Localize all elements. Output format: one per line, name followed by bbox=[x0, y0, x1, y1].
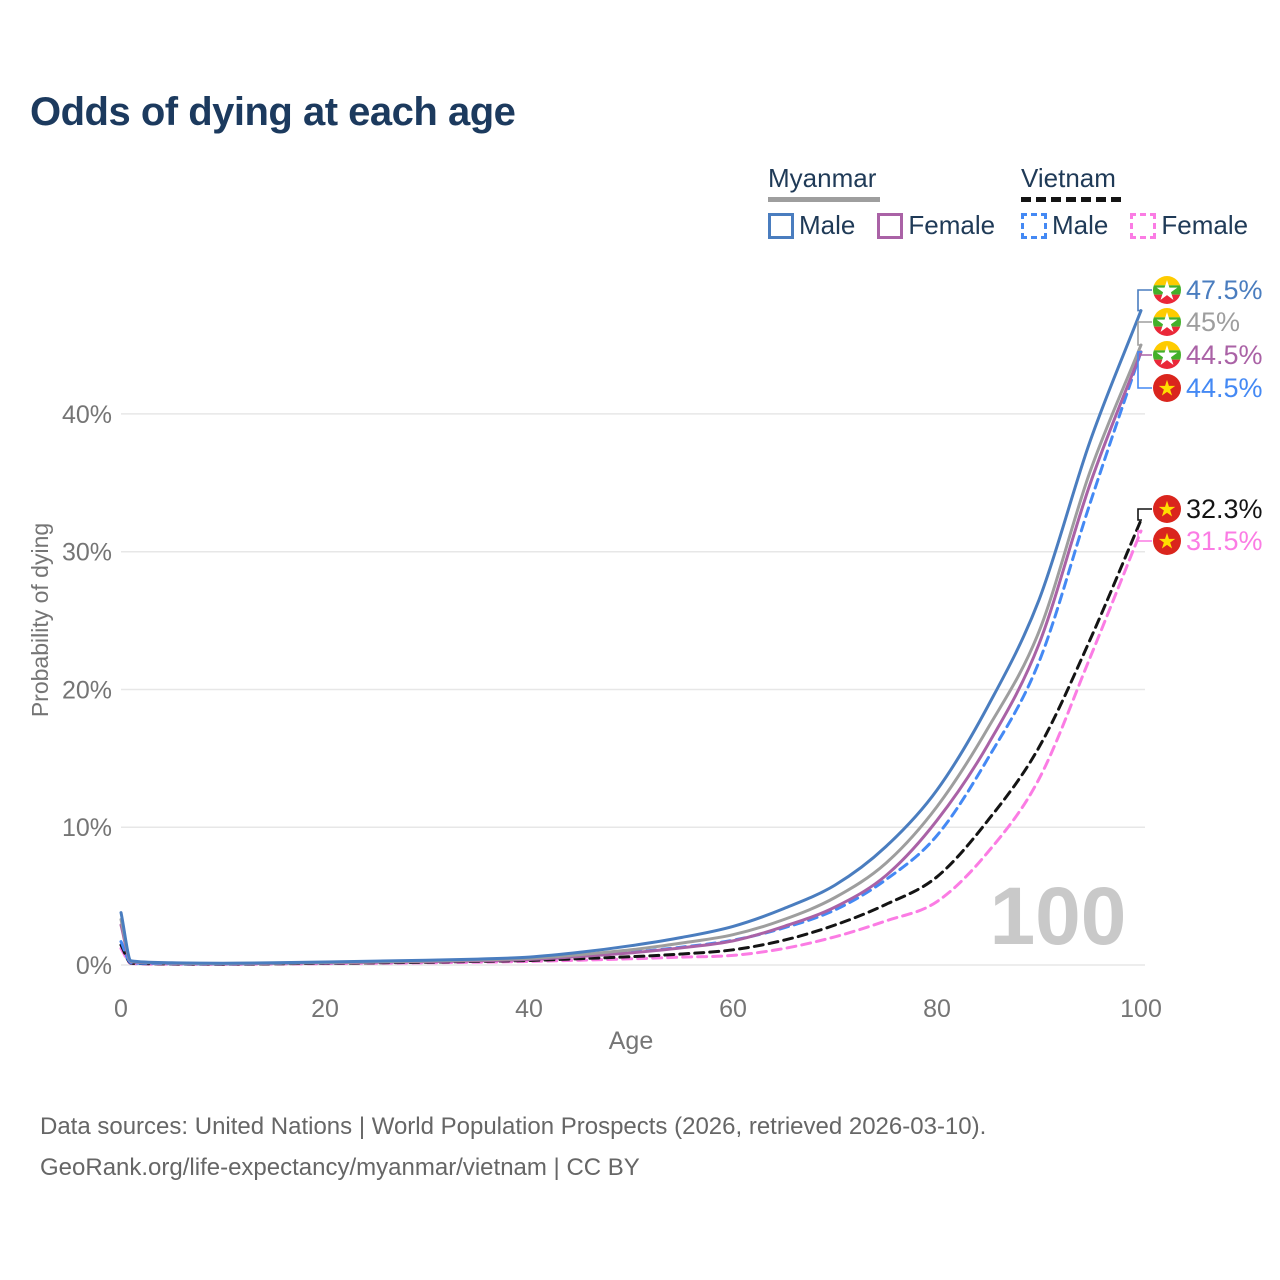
footer-line-2: GeoRank.org/life-expectancy/myanmar/viet… bbox=[40, 1154, 640, 1181]
flag-icon-myanmar bbox=[1153, 308, 1181, 336]
chart-legend: Myanmar Male Female Vietnam Male Female bbox=[0, 0, 1280, 250]
myanmar-male-swatch-icon bbox=[768, 212, 794, 239]
myanmar-female-swatch-icon bbox=[877, 212, 904, 239]
flag-icon-myanmar bbox=[1153, 341, 1181, 369]
x-tick-label: 0 bbox=[114, 995, 128, 1023]
flag-icon-vietnam bbox=[1153, 374, 1181, 402]
x-tick-label: 60 bbox=[719, 995, 747, 1023]
footer-line-1: Data sources: United Nations | World Pop… bbox=[40, 1113, 987, 1140]
legend-country-myanmar[interactable]: Myanmar bbox=[768, 163, 877, 193]
chart-title: Odds of dying at each age bbox=[30, 90, 516, 134]
flag-icon-vietnam bbox=[1153, 527, 1181, 555]
y-tick-label: 40% bbox=[62, 401, 112, 429]
x-tick-label: 80 bbox=[923, 995, 951, 1023]
label-connector-myanmar-combined bbox=[1137, 321, 1152, 346]
series-line-myanmar-male[interactable] bbox=[119, 309, 1143, 965]
data-sources-footer: Data sources: United Nations | World Pop… bbox=[40, 1106, 986, 1188]
x-tick-label: 20 bbox=[311, 995, 339, 1023]
y-tick-label: 0% bbox=[76, 952, 112, 980]
flag-icon-myanmar bbox=[1153, 276, 1181, 304]
hovered-age-watermark: 100 bbox=[990, 871, 1127, 962]
label-connector-vietnam-combined bbox=[1137, 508, 1152, 521]
label-connector-vietnam-female bbox=[1137, 530, 1152, 542]
y-tick-label: 20% bbox=[62, 676, 112, 704]
myanmar-solid-line-icon bbox=[768, 197, 880, 202]
legend-item-myanmar-female[interactable]: Female bbox=[877, 210, 995, 241]
vietnam-dashed-line-icon bbox=[1021, 197, 1121, 202]
legend-group-myanmar: Myanmar Male Female bbox=[768, 163, 995, 241]
legend-country-vietnam[interactable]: Vietnam bbox=[1021, 163, 1116, 193]
end-value-label-vietnam-male: 44.5% bbox=[1186, 373, 1263, 403]
legend-item-vietnam-male[interactable]: Male bbox=[1021, 210, 1108, 241]
end-value-label-myanmar-male: 47.5% bbox=[1186, 275, 1263, 305]
x-tick-label: 40 bbox=[515, 995, 543, 1023]
plot-area[interactable] bbox=[121, 260, 1141, 970]
end-value-label-vietnam-combined: 32.3% bbox=[1186, 494, 1263, 524]
end-value-label-myanmar-combined: 45% bbox=[1186, 307, 1240, 337]
legend-item-myanmar-male[interactable]: Male bbox=[768, 210, 855, 241]
end-value-label-vietnam-female: 31.5% bbox=[1186, 526, 1263, 556]
y-tick-label: 30% bbox=[62, 539, 112, 567]
vietnam-male-swatch-icon bbox=[1021, 212, 1047, 239]
legend-item-vietnam-female[interactable]: Female bbox=[1130, 210, 1248, 241]
x-axis-title: Age bbox=[609, 1027, 653, 1055]
legend-group-vietnam: Vietnam Male Female bbox=[1021, 163, 1248, 241]
label-connector-vietnam-male bbox=[1137, 351, 1152, 389]
vietnam-female-swatch-icon bbox=[1130, 212, 1157, 239]
end-value-label-myanmar-female: 44.5% bbox=[1186, 340, 1263, 370]
y-axis-title: Probability of dying bbox=[27, 523, 53, 717]
label-connector-myanmar-male bbox=[1137, 289, 1152, 312]
x-tick-label: 100 bbox=[1120, 995, 1162, 1023]
y-tick-label: 10% bbox=[62, 814, 112, 842]
flag-icon-vietnam bbox=[1153, 495, 1181, 523]
series-line-vietnam-female[interactable] bbox=[119, 529, 1143, 966]
